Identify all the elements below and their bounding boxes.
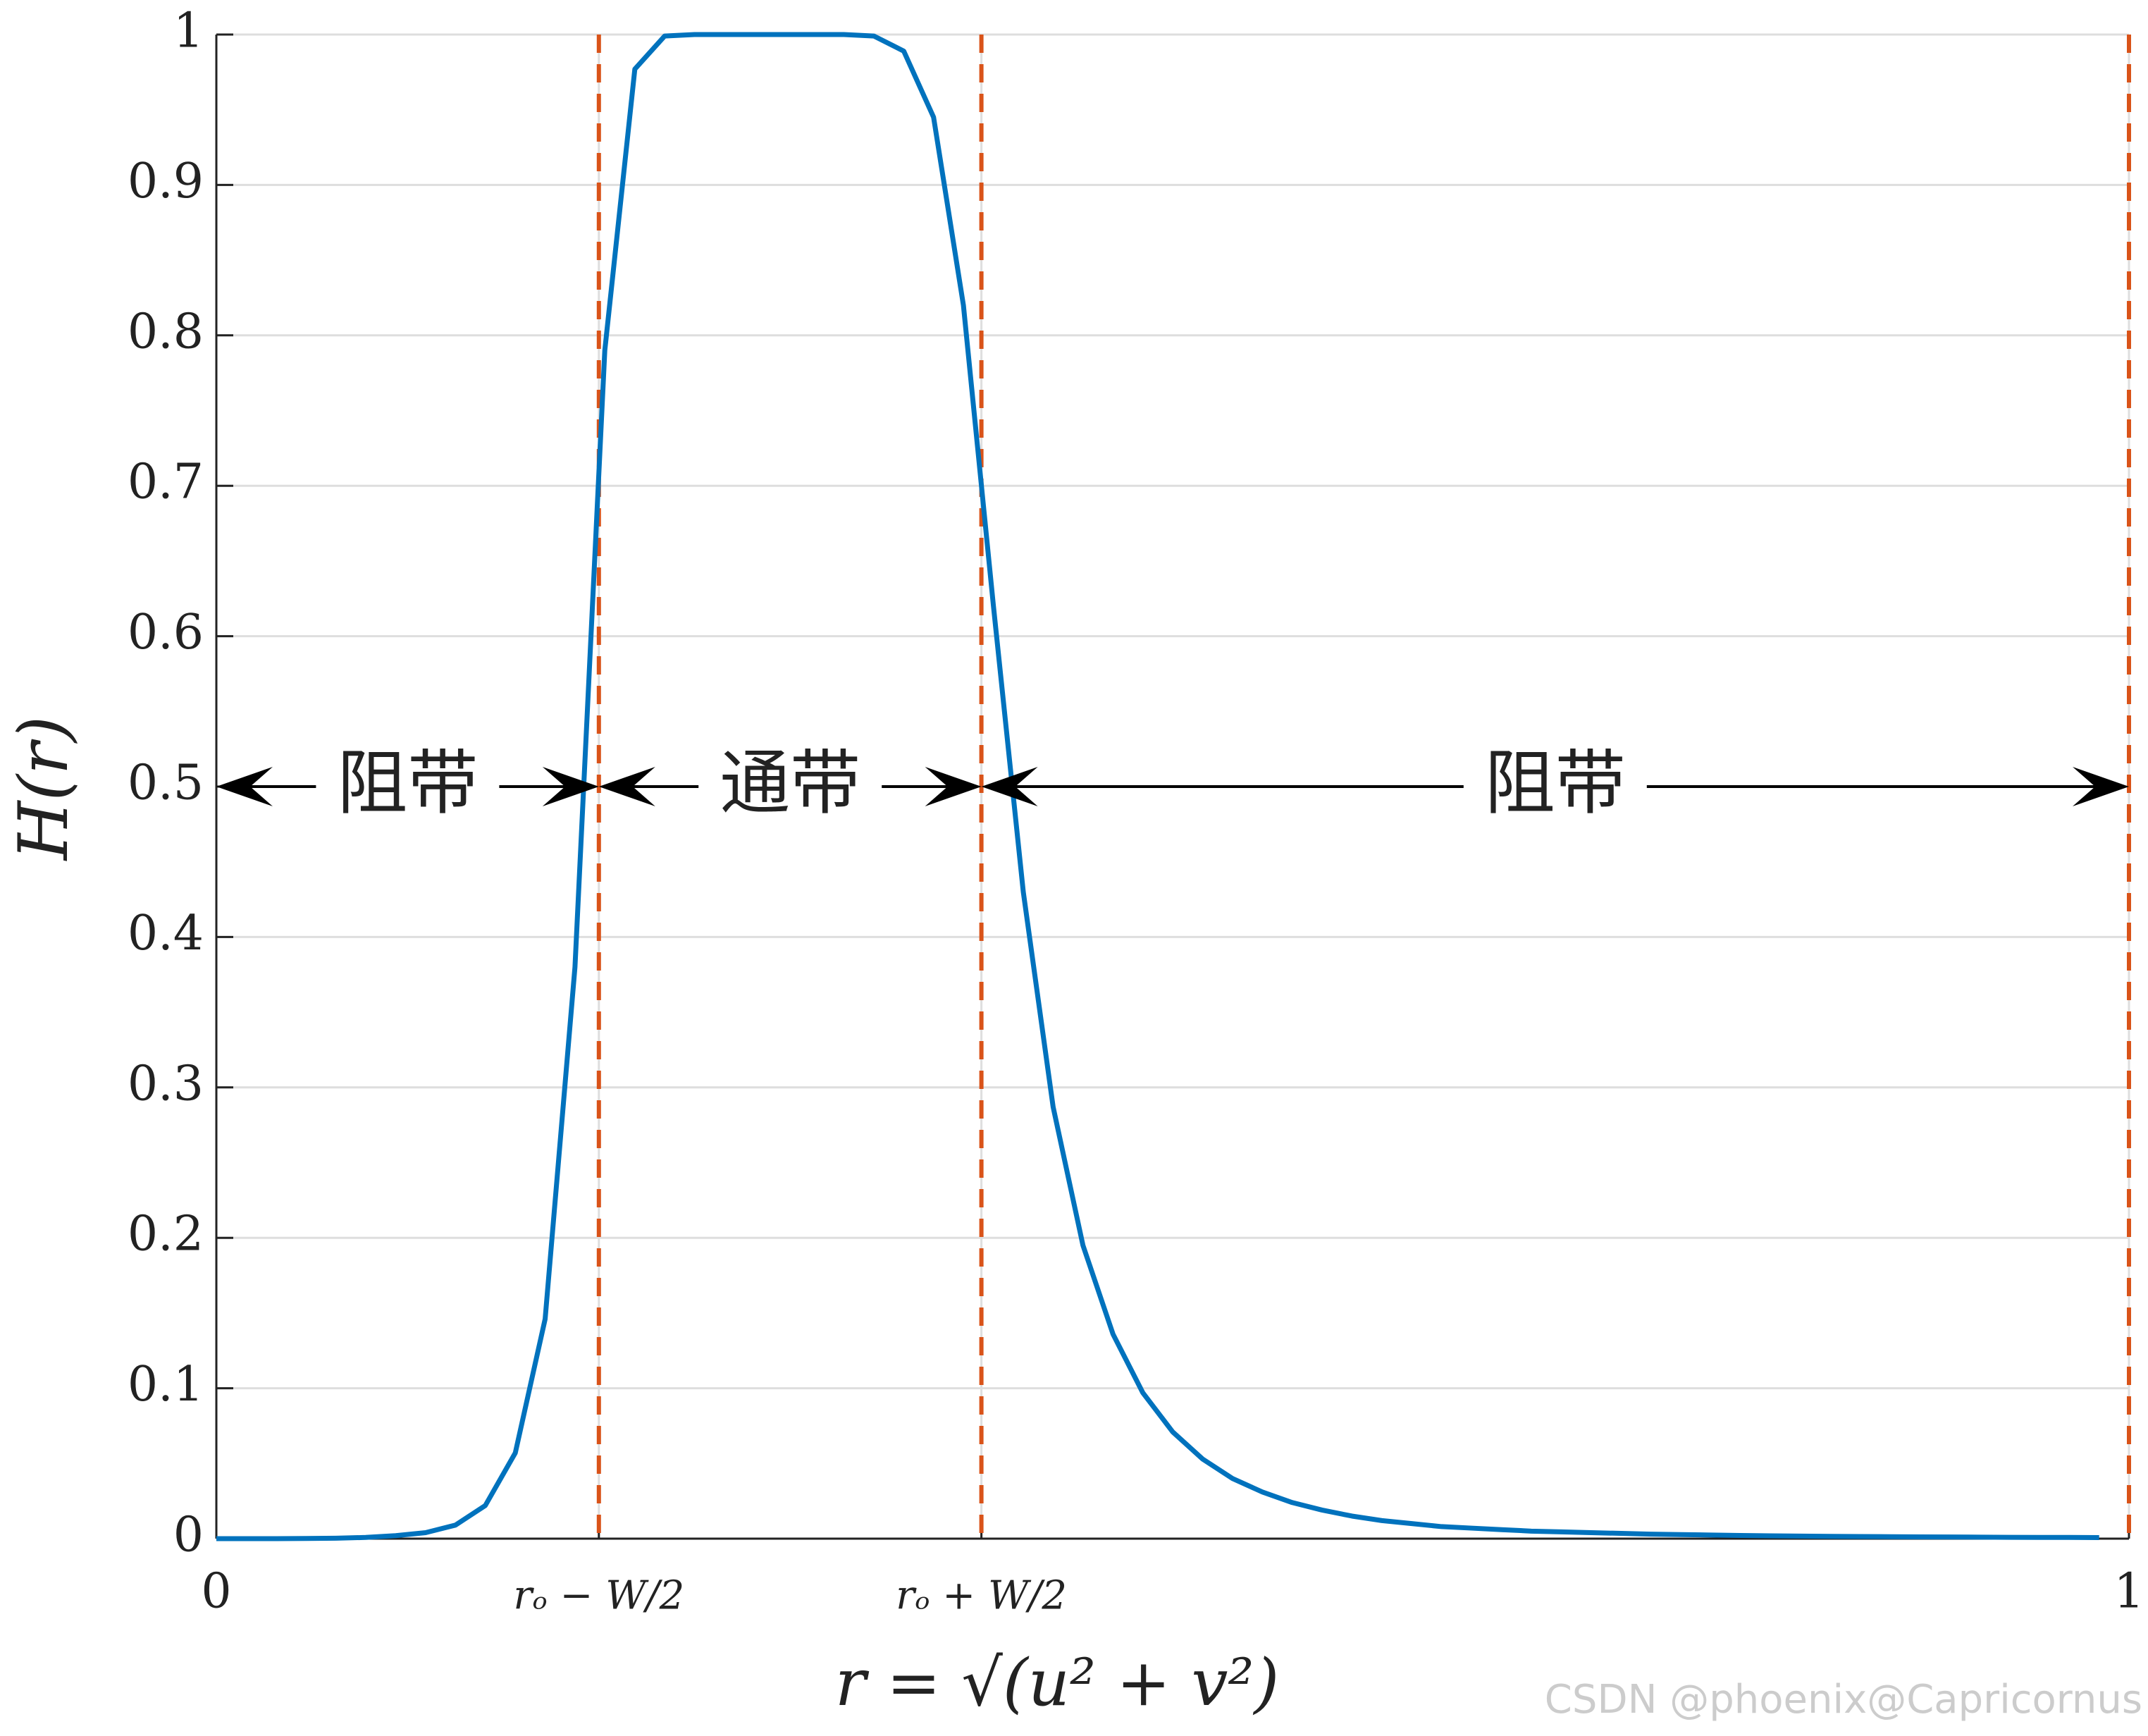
y-tick-label: 0.8: [128, 304, 204, 359]
annotation-bg: [316, 744, 500, 829]
y-tick-label: 0.6: [128, 605, 204, 660]
y-tick-label: 1: [173, 4, 204, 59]
x-tick-label: rₒ + W/2: [896, 1573, 1067, 1619]
watermark: CSDN @phoenix@Capricornus: [1545, 1677, 2142, 1723]
annotation-bg: [1463, 744, 1647, 829]
x-axis-label: r = √(u² + v²): [835, 1645, 1280, 1720]
arrow-head: [216, 767, 273, 806]
y-tick-label: 0.1: [128, 1357, 204, 1412]
y-axis-label: H(r): [4, 716, 83, 862]
y-tick-label: 0.3: [128, 1056, 204, 1112]
x-tick-label: rₒ − W/2: [513, 1573, 684, 1619]
data-line: [216, 32, 2099, 1541]
y-tick-label: 0.4: [128, 906, 204, 961]
arrow-head: [2073, 767, 2129, 806]
annotation-bg: [698, 744, 882, 829]
y-tick-label: 0: [173, 1508, 204, 1563]
y-tick-label: 0.7: [128, 455, 204, 510]
y-tick-label: 0.2: [128, 1207, 204, 1262]
arrow-head: [925, 767, 982, 806]
arrow-head: [542, 767, 599, 806]
y-tick-label: 0.9: [128, 154, 204, 209]
annotation-text: 通带: [720, 742, 860, 825]
arrow-head: [981, 767, 1038, 806]
x-tick-label: 1: [2113, 1564, 2144, 1620]
y-tick-label: 0.5: [128, 756, 204, 811]
arrow-head: [598, 767, 655, 806]
annotation-text: 阻带: [1485, 742, 1626, 825]
x-tick-label: 0: [201, 1564, 231, 1620]
annotation-text: 阻带: [337, 742, 478, 825]
